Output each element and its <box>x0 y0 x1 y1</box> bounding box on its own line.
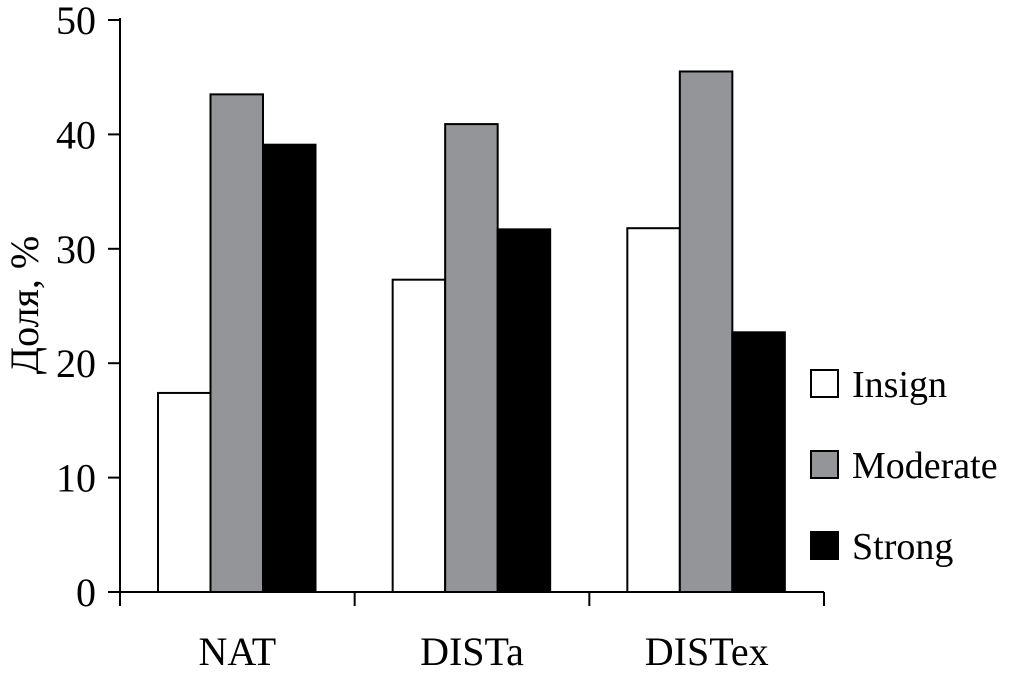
legend-label-insign: Insign <box>852 364 947 406</box>
legend-swatch-strong <box>810 531 839 560</box>
legend-label-moderate: Moderate <box>852 445 998 487</box>
y-tick-label: 10 <box>56 456 96 501</box>
legend-swatch-insign <box>810 369 839 398</box>
bar-strong-nat <box>262 143 317 593</box>
y-tick-label: 40 <box>56 112 96 157</box>
legend-label-strong: Strong <box>852 526 953 568</box>
bar-moderate-dista <box>444 123 499 593</box>
x-tick-label: NAT <box>198 629 276 674</box>
bar-moderate-distex <box>678 70 734 594</box>
x-tick-label: DISTa <box>420 629 524 674</box>
x-tick-label: DISTex <box>645 629 769 674</box>
bar-insign-distex <box>626 227 681 593</box>
bar-strong-dista <box>496 228 552 594</box>
y-tick-label: 30 <box>56 227 96 272</box>
y-tick-label: 0 <box>76 570 96 615</box>
bar-insign-nat <box>157 391 212 593</box>
bar-strong-distex <box>731 331 786 593</box>
y-tick-label: 50 <box>56 0 96 43</box>
bar-moderate-nat <box>209 93 264 594</box>
y-tick-label: 20 <box>56 341 96 386</box>
y-axis-label: Доля, % <box>2 236 47 374</box>
legend-swatch-moderate <box>810 450 839 479</box>
bar-insign-dista <box>391 278 447 593</box>
